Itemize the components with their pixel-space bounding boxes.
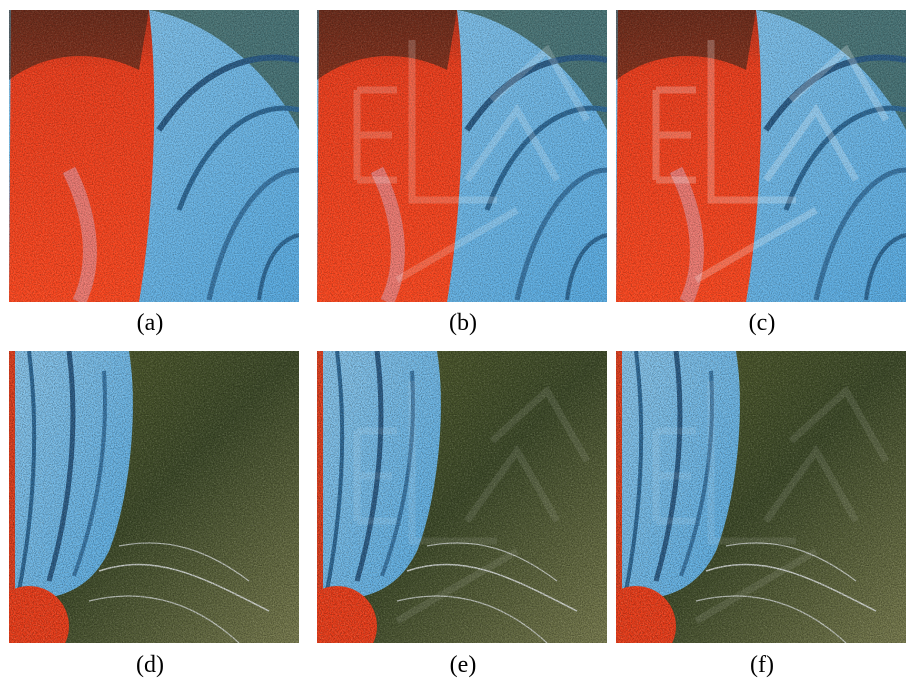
panel-label: (b) bbox=[449, 310, 477, 336]
panel-e: (e) bbox=[297, 351, 607, 678]
panel-label: (d) bbox=[136, 652, 164, 678]
panel-c: (c) bbox=[616, 10, 906, 336]
page: (a) (b) (c) (d) (e) (f) (() => { const d… bbox=[0, 0, 907, 684]
panel-label: (f) bbox=[750, 652, 774, 678]
panel-a: (a) bbox=[9, 10, 299, 336]
panel-label: (a) bbox=[137, 310, 164, 336]
panel-f: (f) bbox=[596, 351, 906, 678]
image bbox=[596, 351, 906, 666]
image bbox=[0, 351, 299, 666]
panel-b: (b) bbox=[317, 10, 607, 336]
panel-label: (e) bbox=[450, 652, 477, 678]
panel-label: (c) bbox=[749, 310, 776, 336]
image bbox=[9, 10, 299, 302]
panel-d: (d) bbox=[0, 351, 299, 678]
image bbox=[297, 351, 607, 666]
figure: (a) (b) (c) (d) (e) (f) bbox=[0, 0, 907, 684]
